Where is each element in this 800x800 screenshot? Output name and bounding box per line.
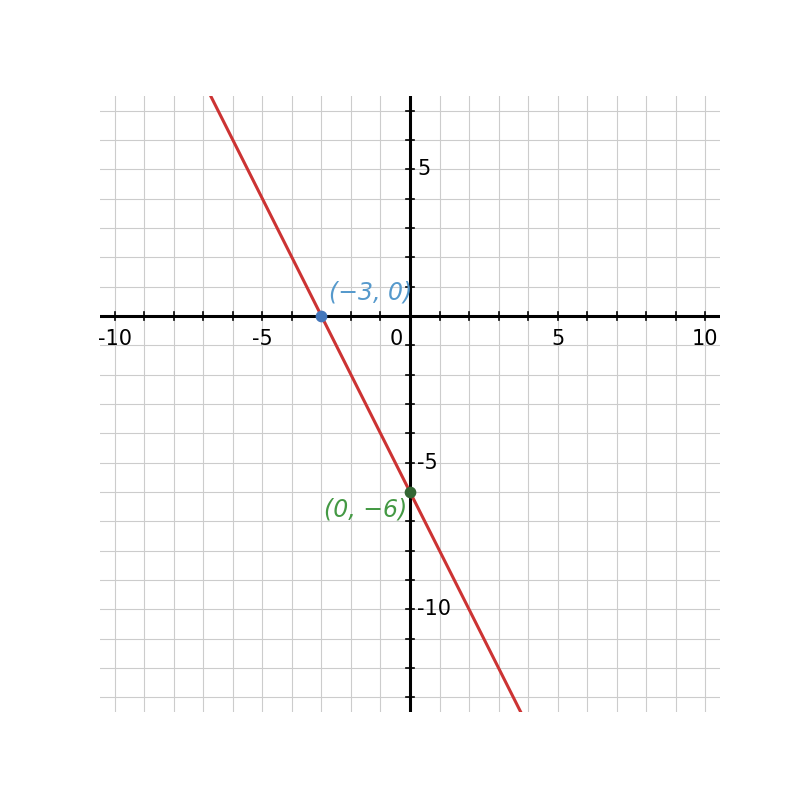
- Text: -10: -10: [98, 330, 132, 349]
- Text: 0: 0: [390, 330, 402, 349]
- Text: 5: 5: [418, 159, 430, 179]
- Text: (0, −6): (0, −6): [324, 498, 408, 522]
- Text: -5: -5: [418, 453, 438, 473]
- Text: 10: 10: [692, 330, 718, 349]
- Text: -10: -10: [418, 599, 451, 619]
- Point: [315, 310, 328, 322]
- Text: -5: -5: [252, 330, 273, 349]
- Text: (−3, 0): (−3, 0): [329, 281, 412, 305]
- Text: 5: 5: [551, 330, 564, 349]
- Point: [403, 486, 416, 498]
